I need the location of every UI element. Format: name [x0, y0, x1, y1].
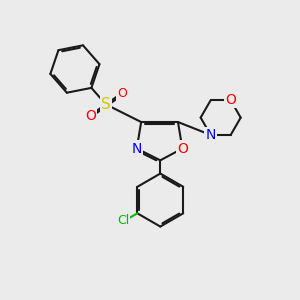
Text: S: S — [101, 97, 111, 112]
Text: Cl: Cl — [117, 214, 129, 227]
Text: O: O — [117, 87, 127, 100]
Text: O: O — [225, 93, 236, 107]
Text: O: O — [177, 142, 188, 155]
Text: N: N — [132, 142, 142, 155]
Text: N: N — [206, 128, 216, 142]
Text: O: O — [85, 109, 96, 123]
